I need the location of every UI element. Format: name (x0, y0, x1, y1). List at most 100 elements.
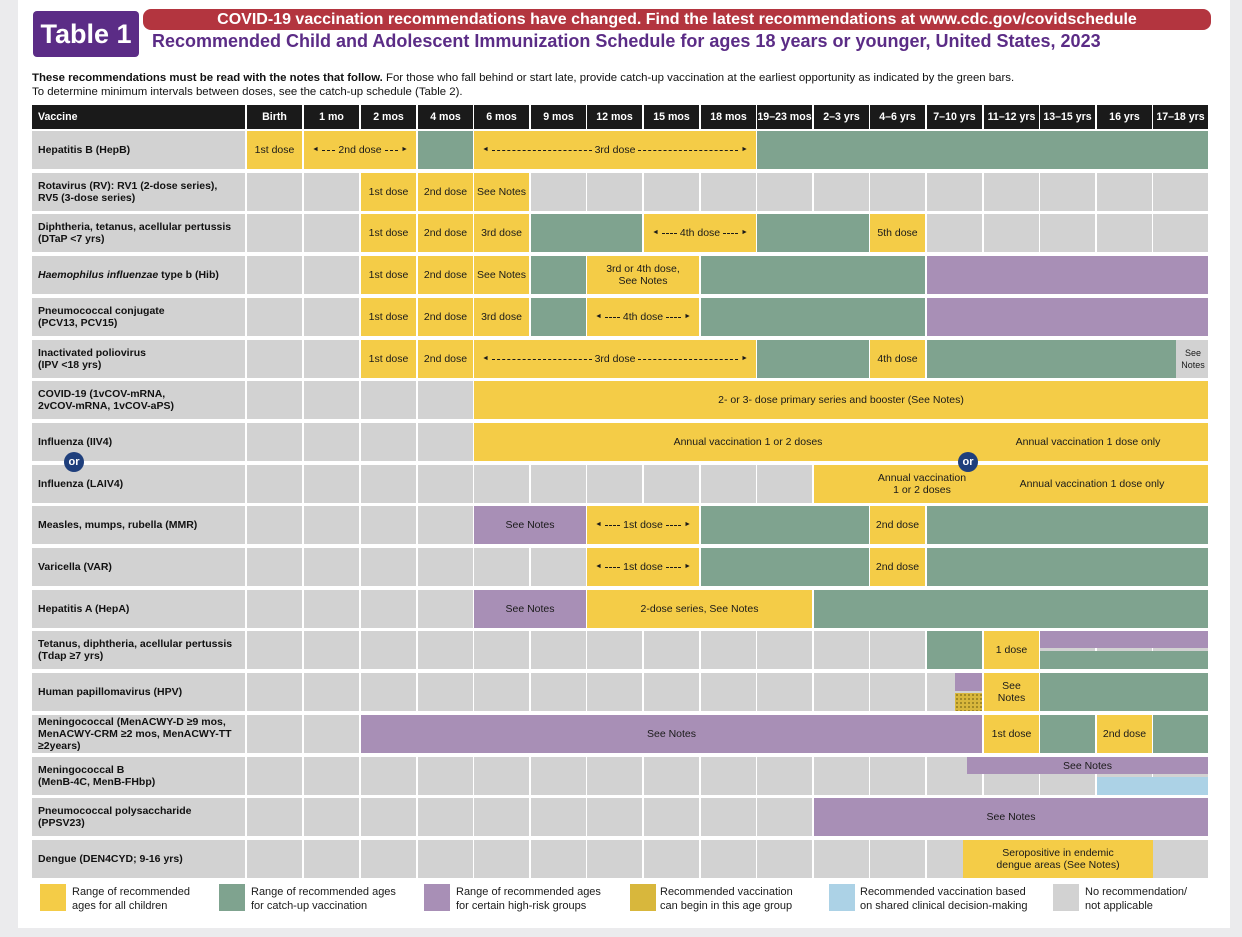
empty-cell (247, 506, 302, 544)
bar-label: ◄ 1st dose ► (587, 519, 699, 531)
empty-cell (418, 631, 473, 669)
vaccine-name-rest: type b (Hib) (158, 269, 219, 281)
mmr-catchup-a (701, 506, 869, 544)
column-header: 2–3 yrs (814, 105, 869, 129)
bar-label: 4th dose (877, 353, 917, 365)
vaccine-name-text: Influenza (LAIV4) (38, 478, 123, 490)
vaccine-name-line: Influenza (LAIV4) (38, 478, 124, 490)
legend-line: for catch-up vaccination (251, 900, 368, 912)
bar-label-line: 4th dose (622, 311, 664, 323)
empty-cell (418, 590, 473, 628)
bar-label-line: 2nd dose (875, 561, 920, 573)
empty-cell (644, 465, 699, 503)
empty-cell (304, 506, 359, 544)
bar-label: 1st dose (369, 269, 409, 281)
empty-cell (644, 798, 699, 836)
empty-cell (304, 256, 359, 294)
bar-label: Seropositive in endemic dengue areas (See… (996, 847, 1119, 871)
covid-banner[interactable]: COVID-19 vaccination recommendations hav… (143, 9, 1211, 30)
bar-label-line: 1st dose (368, 311, 409, 323)
vaccine-name: Inactivated poliovirus (IPV <18 yrs) (32, 340, 245, 378)
bar-label: See Notes (998, 680, 1025, 704)
legend-line: Recommended vaccination (660, 886, 793, 898)
arrow-line (604, 316, 620, 318)
empty-cell (418, 798, 473, 836)
column-header: 6 mos (474, 105, 529, 129)
vaccine-name-line: Hepatitis B (HepB) (38, 144, 131, 156)
vaccine-name: Rotavirus (RV): RV1 (2-dose series), RV5 … (32, 173, 245, 211)
bar-label: 1st dose (992, 728, 1032, 740)
bar-label: See Notes (1181, 347, 1205, 371)
dtap-dose-4: ◄ 4th dose ► (644, 214, 756, 252)
vaccine-name-line: Pneumococcal polysaccharide (38, 805, 192, 817)
arrow-line (604, 524, 621, 526)
legend-line: for certain high-risk groups (456, 900, 587, 912)
bar-label-line: 1st dose (991, 728, 1032, 740)
pcv-high-risk (927, 298, 1208, 336)
arrow-line (604, 566, 621, 568)
empty-cell (247, 340, 302, 378)
empty-cell (644, 173, 699, 211)
empty-cell (418, 548, 473, 586)
column-header: 16 yrs (1097, 105, 1152, 129)
hib-dose-1: 1st dose (361, 256, 416, 294)
empty-cell (304, 423, 359, 461)
bar-label: ◄ 4th dose ► (587, 311, 699, 323)
vaccine-name-text: Inactivated poliovirus (IPV <18 yrs) (38, 347, 146, 371)
bar-label-line: Annual vaccination (877, 472, 967, 484)
empty-cell (247, 715, 302, 753)
legend-label: Range of recommended ages for all childre… (72, 885, 190, 913)
legend-line: on shared clinical decision-making (860, 900, 1028, 912)
pcv-catchup-b (701, 298, 925, 336)
dose-range-arrow: ◄ 2nd dose ► (304, 144, 416, 156)
arrow-line (638, 358, 739, 360)
vaccine-name-line: (Tdap ≥7 yrs) (38, 650, 104, 662)
vaccine-name-line: Diphtheria, tetanus, acellular pertussis (38, 221, 232, 233)
column-header: 9 mos (531, 105, 586, 129)
pcv-dose-3: 3rd dose (474, 298, 529, 336)
vaccine-name-text: Pneumococcal polysaccharide (PPSV23) (38, 805, 191, 829)
bar-label-line: 2nd dose (423, 269, 468, 281)
empty-cell (814, 631, 869, 669)
iiv4-annual: Annual vaccination 1 or 2 doses (474, 423, 1022, 461)
bar-label: 2nd dose (424, 269, 467, 281)
dose-range-arrow: ◄ 4th dose ► (644, 227, 756, 239)
empty-cell (757, 840, 812, 878)
bar-label-line: Seropositive in endemic (1002, 847, 1114, 859)
empty-cell (418, 506, 473, 544)
var-dose-2: 2nd dose (870, 548, 925, 586)
empty-cell (531, 840, 586, 878)
intro-line2: To determine minimum intervals between d… (32, 86, 463, 98)
legend-label: Range of recommended ages for certain hig… (456, 885, 601, 913)
menacwy-catchup-b (1153, 715, 1208, 753)
hib-dose-3-4: 3rd or 4th dose, See Notes (587, 256, 699, 294)
vaccine-name: Hepatitis A (HepA) (32, 590, 245, 628)
legend-swatch (1053, 884, 1079, 911)
bar-label: See Notes (647, 728, 696, 740)
dtap-catchup-a (531, 214, 642, 252)
empty-cell (247, 548, 302, 586)
menb-see-notes: See Notes (967, 757, 1208, 774)
empty-cell (418, 465, 473, 503)
bar-label-line: 2nd dose (423, 186, 468, 198)
empty-cell (814, 757, 869, 795)
column-header: 2 mos (361, 105, 416, 129)
legend-swatch (40, 884, 66, 911)
vaccine-name-text: Pneumococcal conjugate (PCV13, PCV15) (38, 305, 165, 329)
empty-cell (587, 798, 642, 836)
arrow-left: ◄ (595, 521, 602, 528)
bar-label: 2nd dose (424, 186, 467, 198)
tdap-catchup-b (1040, 651, 1208, 669)
empty-cell (247, 214, 302, 252)
menacwy-dose-1: 1st dose (984, 715, 1039, 753)
empty-cell (1040, 173, 1095, 211)
column-header: Vaccine (32, 105, 245, 129)
bar-label-line: 2nd dose (423, 227, 468, 239)
tdap-catchup-a (927, 631, 982, 669)
hib-high-risk (927, 256, 1208, 294)
empty-cell (757, 757, 812, 795)
empty-cell (644, 757, 699, 795)
vaccine-name: Influenza (IIV4) (32, 423, 245, 461)
vaccine-name-line: ≥2years) (38, 740, 81, 752)
empty-cell (531, 465, 586, 503)
